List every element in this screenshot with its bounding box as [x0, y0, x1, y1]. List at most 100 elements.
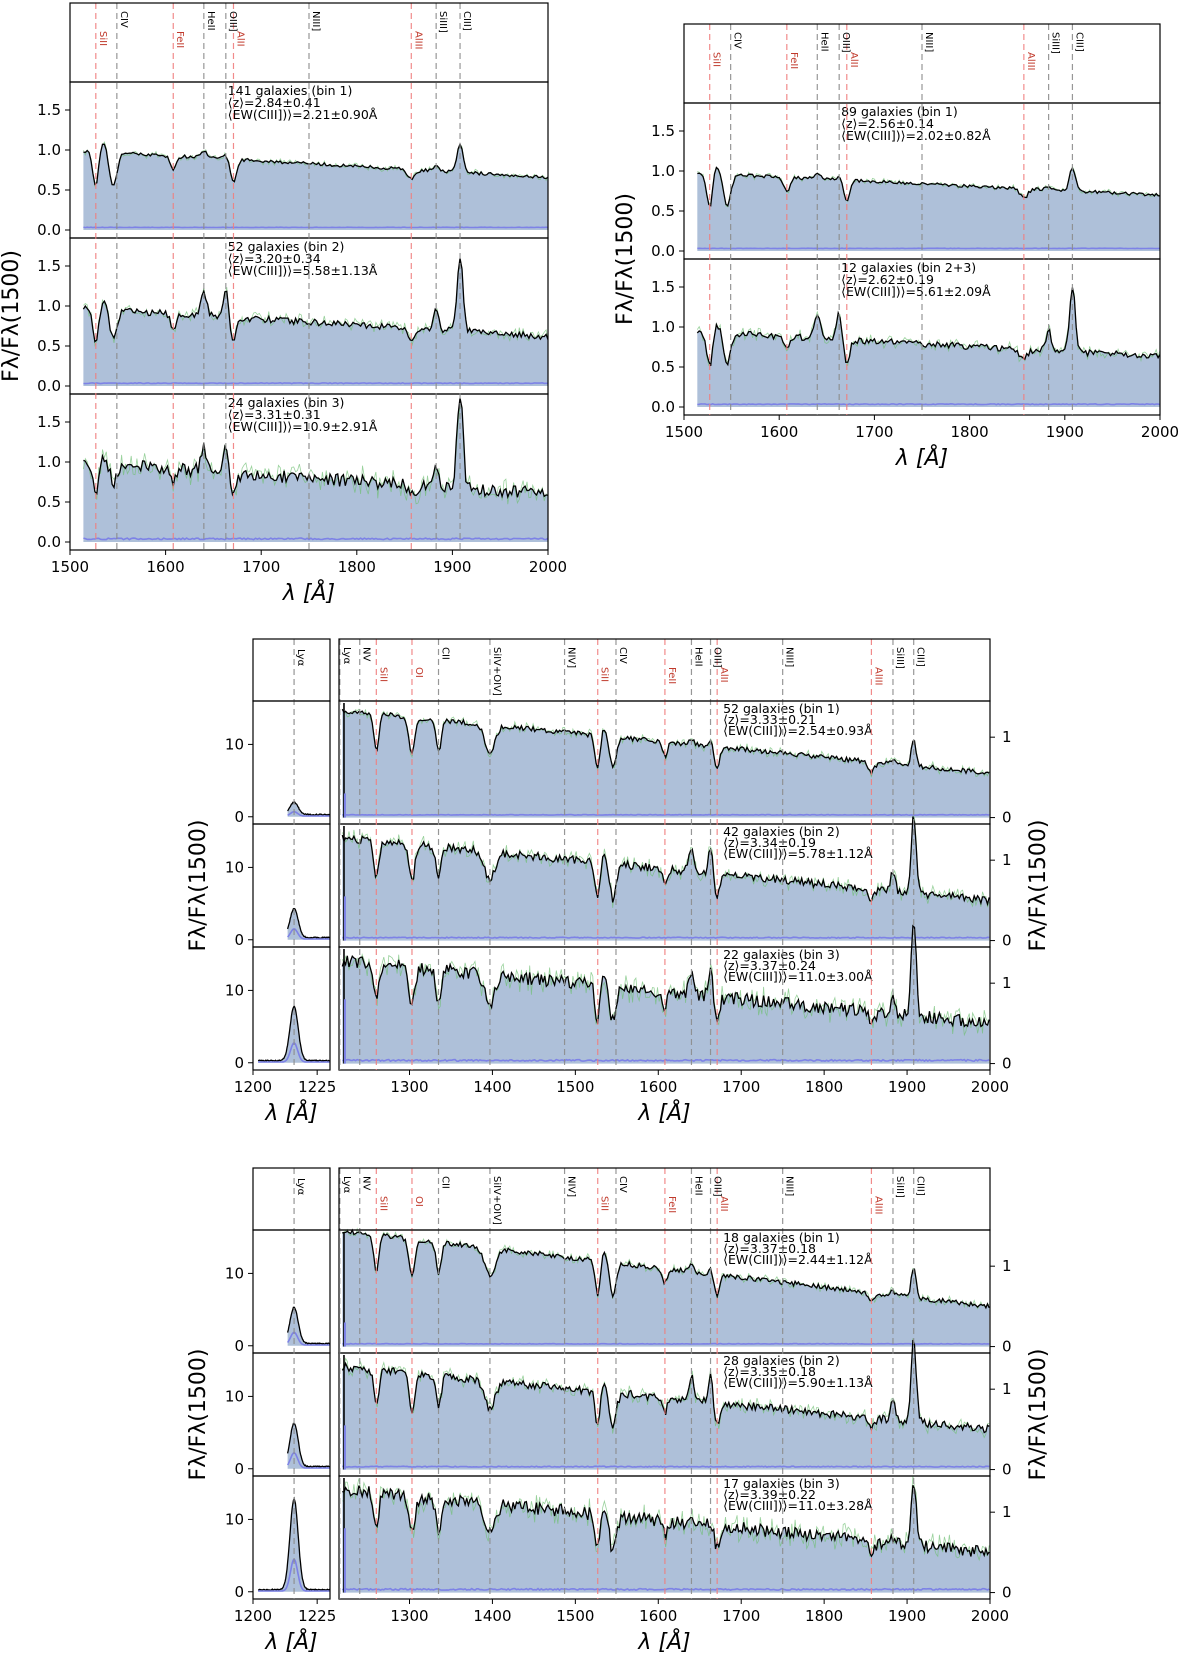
y-tick-label: 0.0 [37, 221, 61, 239]
x-tick-label: 1800 [805, 1078, 843, 1096]
stacked-spectrum-line [696, 287, 1161, 367]
line-label-text: AlII [718, 1196, 729, 1212]
line-label: FeII [666, 1196, 677, 1213]
panel-label: 18 galaxies (bin 1) [723, 1230, 840, 1245]
stacked-spectrum-line [341, 816, 990, 907]
line-label-text: OIII] [227, 11, 238, 32]
lya-x-tick-label: 1225 [298, 1607, 336, 1625]
lya-spectrum-line [286, 1306, 331, 1346]
panel-ew: ⟨EW(CIII])⟩=5.90±1.13Å [723, 1375, 873, 1390]
line-label-text: AlII [234, 31, 245, 47]
y-tick-label: 0.0 [651, 242, 675, 260]
spectrum-panel: 0 10 0 1 42 galaxies (bin 2)⟨z⟩=3.34±0.19⟨EW… [225, 815, 1012, 950]
spectrum-panel: 0 10 0 1 28 galaxies (bin 2)⟨z⟩=3.35±0.18⟨EW… [225, 1338, 1012, 1479]
line-label-text: SiIII] [894, 1176, 905, 1198]
y-tick-label-right: 0 [1002, 1461, 1012, 1479]
x-tick-label: 1500 [665, 423, 703, 441]
panel-ew: ⟨EW(CIII])⟩=5.61±2.09Å [841, 284, 991, 299]
line-label-text: CIV [118, 11, 129, 28]
line-label: OIII] [712, 1176, 723, 1197]
stacked-spectrum-line [82, 258, 549, 343]
spectrum-fill [697, 287, 1160, 407]
line-label-text: CIV [732, 32, 743, 49]
line-label: CIII] [461, 11, 472, 31]
x-tick-label: 1600 [760, 423, 798, 441]
panel-redshift: ⟨z⟩=3.37±0.24 [723, 958, 816, 973]
y-tick-label: 1.5 [37, 101, 61, 119]
line-label-text: CIII] [915, 647, 926, 667]
line-label-text: NV [361, 647, 372, 661]
line-label-text: SiIV+OIV] [491, 647, 502, 696]
lya-y-tick-label: 0 [234, 1460, 244, 1478]
panel-ew: ⟨EW(CIII])⟩=2.54±0.93Å [723, 723, 873, 738]
stacked-spectrum-line [83, 397, 549, 500]
lya-fill [258, 1498, 330, 1592]
spectrum-fill [342, 1230, 990, 1347]
line-label-text: NIII] [923, 32, 934, 52]
header-frame [338, 1167, 991, 1231]
x-tick-label: 1400 [473, 1607, 511, 1625]
lya-y-tick-label: 10 [225, 1510, 244, 1528]
line-label-text: NIII] [310, 11, 321, 31]
lya-error-line [286, 1451, 330, 1469]
lya-y-tick-label: 10 [225, 735, 244, 753]
x-tick-label: 1700 [722, 1078, 760, 1096]
line-label: OI [413, 1196, 424, 1207]
line-label-text: NIII] [784, 1176, 795, 1196]
x-tick-label: 2000 [1141, 423, 1179, 441]
line-label: SiIII] [1050, 32, 1061, 54]
x-tick-label: 1900 [433, 558, 471, 576]
line-label: SiIV+OIV] [491, 1176, 502, 1225]
line-label: OIII] [712, 647, 723, 668]
y-axis-label-left-text: Fλ/Fλ(1500) [186, 820, 211, 952]
line-label-text: NIV] [566, 1176, 577, 1197]
x-tick-label: 1500 [556, 1607, 594, 1625]
stacked-spectrum-line [697, 166, 1161, 207]
panel-label: 141 galaxies (bin 1) [228, 83, 353, 98]
x-tick-label: 2000 [529, 558, 567, 576]
panel-redshift: ⟨z⟩=3.34±0.19 [723, 835, 816, 850]
spectrum-fill [83, 398, 548, 542]
line-label-text: OIII] [840, 32, 851, 53]
lya-x-tick-label: 1200 [234, 1078, 272, 1096]
spectrum-panel: 0.0 0.5 1.0 1.5 52 galaxies (bin 2)⟨z⟩=3.20±… [37, 237, 549, 395]
line-label: HeII [205, 11, 216, 31]
panel-redshift: ⟨z⟩=3.20±0.34 [228, 251, 321, 266]
line-label: FeII [666, 667, 677, 684]
panel-label: 12 galaxies (bin 2+3) [841, 260, 976, 275]
x-tick-label: 1500 [51, 558, 89, 576]
line-label-text: SiII [97, 31, 108, 46]
panel-redshift: ⟨z⟩=3.31±0.31 [228, 407, 321, 422]
spectrum-panel: 0.0 0.5 1.0 1.5 89 galaxies (bin 1)⟨z⟩=2.56±… [651, 102, 1161, 260]
lya-y-tick-label: 0 [234, 1337, 244, 1355]
panel-ew: ⟨EW(CIII])⟩=5.78±1.12Å [723, 846, 873, 861]
individual-spectrum [342, 708, 990, 778]
line-label-text: SiII [599, 667, 610, 682]
y-tick-label: 0.5 [651, 358, 675, 376]
lya-spectrum-line [257, 1004, 330, 1062]
lya-x-tick-label: 1200 [234, 1607, 272, 1625]
lya-x-tick-label: 1225 [298, 1078, 336, 1096]
line-label-text: SiII [377, 1196, 388, 1211]
spectrum-panel: 0.0 0.5 1.0 1.5 12 galaxies (bin 2+3)⟨z⟩=2.6… [651, 258, 1161, 416]
line-label: CIII] [915, 647, 926, 667]
line-label-text: HeII [818, 32, 829, 52]
lya-fill [287, 1423, 330, 1469]
y-axis-label-text: Fλ/Fλ(1500) [613, 193, 638, 325]
panel-redshift: ⟨z⟩=3.33±0.21 [723, 712, 816, 727]
line-label: AlII [848, 52, 859, 68]
y-tick-label-right: 1 [1002, 1257, 1012, 1275]
y-axis-label-left-text: Fλ/Fλ(1500) [186, 1349, 211, 1481]
panel-ew: ⟨EW(CIII])⟩=11.0±3.28Å [723, 1498, 873, 1513]
line-label: NV [361, 647, 372, 661]
x-axis-label: λ [Å] [282, 579, 335, 606]
stacked-spectrum-line [341, 924, 990, 1028]
chart-top-left: 0.0 0.5 1.0 1.5 141 galaxies (bin 1)⟨z⟩=2.84… [0, 2, 567, 606]
line-label-text: CIV [617, 647, 628, 664]
y-tick-label-right: 0 [1002, 1055, 1012, 1073]
line-label-text: OI [413, 667, 424, 678]
line-label: HeII [692, 647, 703, 667]
line-label: NIV] [566, 647, 577, 668]
individual-spectrum [83, 405, 549, 505]
